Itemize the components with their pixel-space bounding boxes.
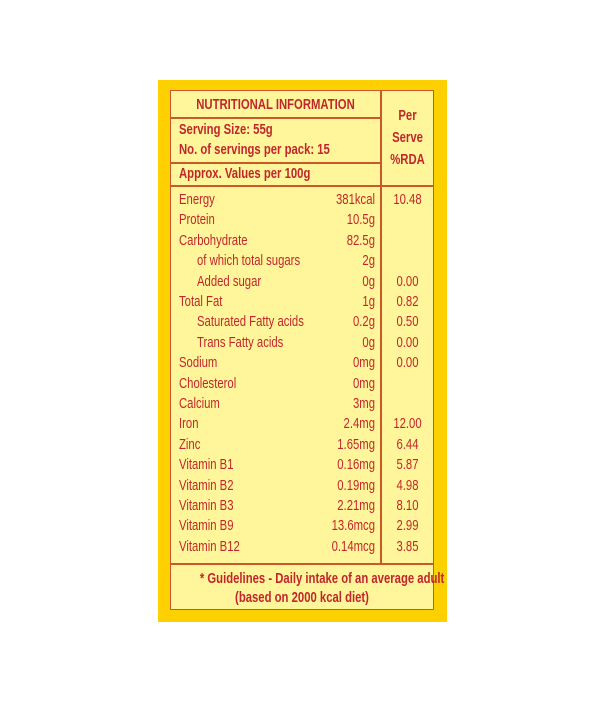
nutrient-value: 0.19mg	[337, 477, 375, 494]
rda-header-3: %RDA	[390, 152, 425, 168]
nutrient-value: 2.4mg	[343, 416, 375, 433]
nutrient-name: Vitamin B9	[179, 518, 234, 535]
rule	[171, 162, 380, 164]
nutrient-value: 82.5g	[346, 232, 375, 249]
nutrient-name: Vitamin B2	[179, 477, 234, 494]
nutrient-rda: 4.98	[396, 477, 419, 494]
nutrient-value: 2g	[362, 253, 375, 270]
nutrient-rda: 10.48	[393, 192, 422, 208]
approx-values-label: Approx. Values per 100g	[179, 166, 311, 182]
nutrient-name: Saturated Fatty acids	[197, 314, 304, 331]
nutrient-value: 10.5g	[346, 212, 375, 229]
nutrient-name: Calcium	[179, 396, 220, 412]
nutrient-rda: 0.00	[396, 334, 419, 351]
nutrient-name: of which total sugars	[197, 253, 301, 270]
rule	[171, 117, 380, 119]
nutrient-name: Iron	[179, 416, 199, 433]
nutrient-rda: 0.50	[396, 314, 419, 331]
nutrient-rda: 8.10	[396, 498, 419, 514]
serving-size: Serving Size: 55g	[179, 122, 273, 138]
nutrient-value: 0.2g	[352, 314, 375, 331]
nutrient-value: 0.14mcg	[331, 538, 375, 555]
nutrient-value: 2.21mg	[337, 498, 375, 514]
nutrient-rda: 6.44	[396, 436, 419, 453]
nutrient-name: Carbohydrate	[179, 232, 248, 249]
nutrient-name: Total Fat	[179, 294, 223, 310]
nutrient-name: Energy	[179, 192, 215, 208]
nutrient-value: 0.16mg	[337, 457, 375, 474]
nutrient-rda: 3.85	[396, 538, 419, 555]
servings-per-pack: No. of servings per pack: 15	[179, 142, 330, 158]
footer-line-1: * Guidelines - Daily intake of an averag…	[199, 571, 445, 587]
nutrient-name: Trans Fatty acids	[197, 334, 284, 351]
nutrient-value: 3mg	[352, 396, 375, 412]
nutrient-value: 0mg	[352, 355, 375, 372]
nutrient-rda: 0.82	[396, 294, 419, 310]
nutrient-value: 13.6mcg	[331, 518, 375, 535]
nutrient-name: Sodium	[179, 355, 218, 372]
nutrient-name: Cholesterol	[179, 375, 237, 392]
nutrient-name: Added sugar	[197, 273, 262, 290]
nutrient-rda: 5.87	[396, 457, 419, 474]
nutrition-table: NUTRITIONAL INFORMATION Serving Size: 55…	[170, 90, 445, 610]
nutrient-name: Vitamin B3	[179, 498, 234, 514]
nutrient-value: 0mg	[352, 375, 375, 392]
nutrient-value: 1g	[362, 294, 375, 310]
nutrient-rda: 2.99	[396, 518, 419, 535]
rule	[171, 185, 433, 187]
nutrient-value: 1.65mg	[337, 436, 375, 453]
table-title: NUTRITIONAL INFORMATION	[196, 97, 355, 113]
rule	[171, 563, 433, 565]
nutrient-rda: 12.00	[393, 416, 422, 433]
footer-line-2: (based on 2000 kcal diet)	[235, 590, 369, 606]
nutrient-rda: 0.00	[396, 355, 419, 372]
nutrient-rda: 0.00	[396, 273, 419, 290]
nutrient-name: Zinc	[179, 436, 201, 453]
nutrient-name: Vitamin B12	[179, 538, 240, 555]
nutrient-value: 381kcal	[336, 192, 375, 208]
rda-header-2: Serve	[392, 130, 423, 146]
nutrient-value: 0g	[362, 273, 375, 290]
nutrient-name: Vitamin B1	[179, 457, 234, 474]
rda-header-1: Per	[398, 108, 417, 124]
nutrient-value: 0g	[362, 334, 375, 351]
column-divider	[380, 91, 382, 564]
nutrient-name: Protein	[179, 212, 215, 229]
